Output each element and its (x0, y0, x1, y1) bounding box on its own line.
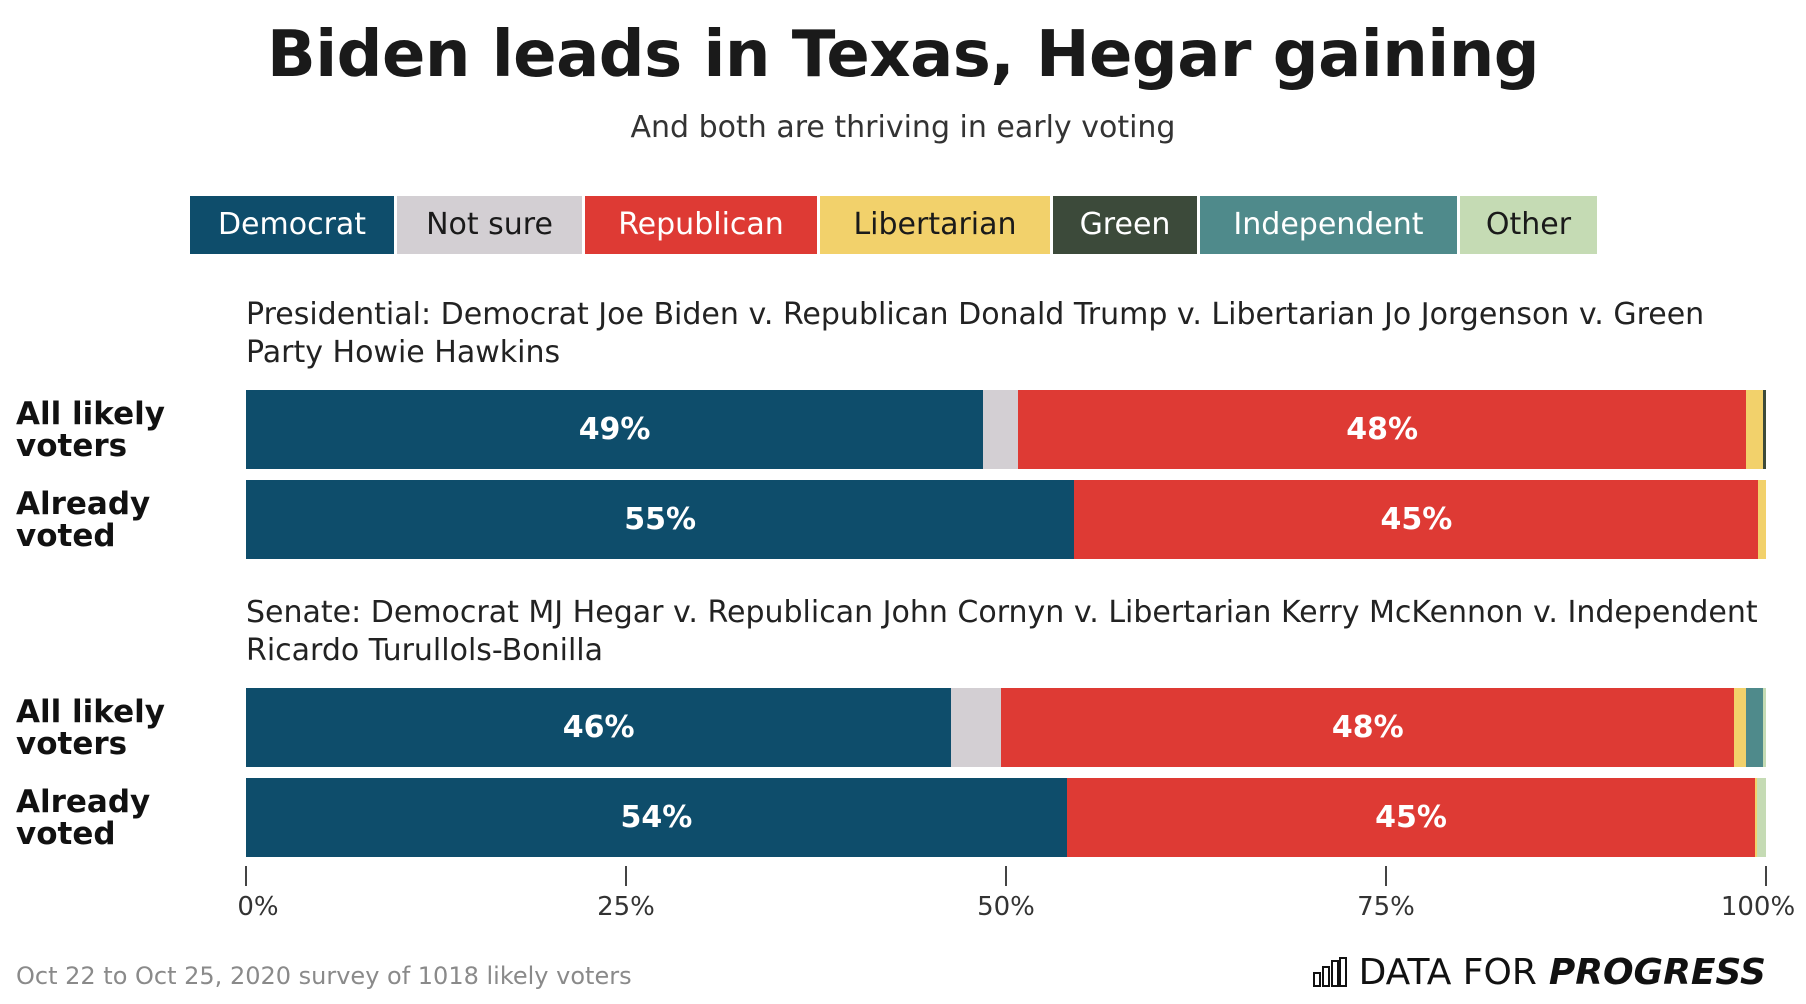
bar-segment-republican (1018, 390, 1747, 469)
x-tick (625, 866, 627, 886)
bar-segment-republican (1001, 688, 1735, 767)
data-label: 55% (624, 502, 697, 537)
brand-logo: DATA FOR PROGRESS (1312, 950, 1766, 994)
x-tick (245, 866, 247, 886)
data-label: 48% (1331, 710, 1404, 745)
bar-segment-not-sure (983, 390, 1019, 469)
data-label: 48% (1346, 412, 1419, 447)
legend-item-independent: Independent (1200, 196, 1457, 254)
legend-item-not-sure: Not sure (397, 196, 582, 254)
section-title: Presidential: Democrat Joe Biden v. Repu… (246, 297, 1705, 370)
legend-item-republican: Republican (585, 196, 817, 254)
x-tick-label: 100% (1720, 892, 1796, 922)
x-tick-label: 0% (237, 892, 279, 922)
row-label: Already voted (16, 486, 151, 554)
data-label: 45% (1380, 502, 1453, 537)
stacked-bar: 46% 48% (246, 688, 1766, 767)
legend-item-other: Other (1460, 196, 1597, 254)
bar-segment-democrat (246, 480, 1075, 559)
bar-chart-logo-icon (1312, 957, 1347, 987)
data-label: 46% (562, 710, 635, 745)
legend-item-green: Green (1053, 196, 1197, 254)
data-label: 49% (578, 412, 651, 447)
bar-segment-democrat (246, 390, 984, 469)
bar-segment-libertarian (1734, 688, 1747, 767)
brand-suffix: PROGRESS (1548, 951, 1766, 993)
chart-subtitle: And both are thriving in early voting (630, 110, 1176, 145)
x-tick (1385, 866, 1387, 886)
brand-prefix: DATA FOR (1358, 951, 1537, 993)
legend-item-libertarian: Libertarian (820, 196, 1050, 254)
x-tick-label: 75% (1357, 892, 1415, 922)
bar-segment-democrat (246, 688, 952, 767)
bar-segment-republican (1074, 480, 1759, 559)
row-label: All likely voters (16, 396, 165, 464)
bar-segment-republican (1066, 778, 1756, 857)
survey-footnote: Oct 22 to Oct 25, 2020 survey of 1018 li… (16, 962, 632, 990)
x-tick-label: 25% (597, 892, 655, 922)
x-tick (1765, 866, 1767, 886)
bar-segment-libertarian (1755, 778, 1757, 857)
stacked-bar: 54% 45% (246, 778, 1766, 857)
bar-segment-green (1762, 390, 1766, 469)
bar-segment-libertarian (1758, 480, 1766, 559)
legend: Democrat Not sure Republican Libertarian Gre… (190, 196, 1600, 254)
row-label: All likely voters (16, 694, 165, 762)
bar-segment-independent (1746, 688, 1763, 767)
stacked-bar: 55% 45% (246, 480, 1766, 559)
section-title: Senate: Democrat MJ Hegar v. Republican … (246, 595, 1758, 668)
data-label: 54% (620, 800, 693, 835)
bar-segment-other (1756, 778, 1766, 857)
x-tick (1005, 866, 1007, 886)
x-tick-label: 50% (977, 892, 1035, 922)
data-label: 45% (1375, 800, 1447, 835)
bar-segment-democrat (246, 778, 1067, 857)
bar-segment-other (1762, 688, 1766, 767)
row-label: Already voted (16, 784, 151, 852)
stacked-bar: 49% 48% (246, 390, 1766, 469)
legend-item-democrat: Democrat (190, 196, 394, 254)
bar-segment-not-sure (951, 688, 1002, 767)
bar-segment-libertarian (1746, 390, 1763, 469)
chart-title: Biden leads in Texas, Hegar gaining (266, 18, 1540, 92)
